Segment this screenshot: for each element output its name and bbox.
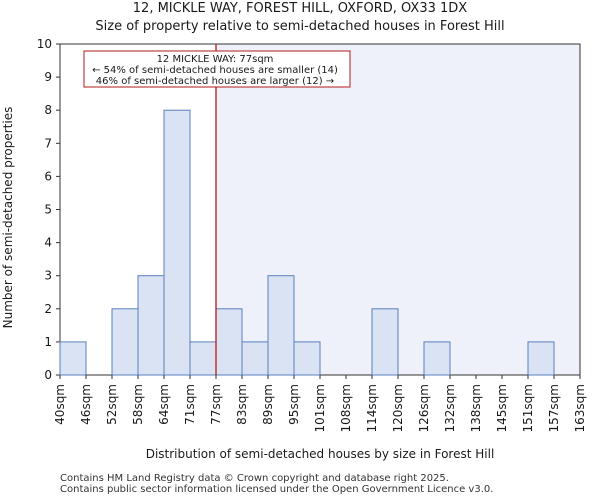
annotation-smaller: ← 54% of semi-detached houses are smalle… — [92, 65, 338, 76]
x-tick-label: 40sqm — [53, 384, 67, 425]
footer-copyright: Contains HM Land Registry data © Crown c… — [60, 473, 449, 484]
chart-title: 12, MICKLE WAY, FOREST HILL, OXFORD, OX3… — [132, 1, 468, 16]
histogram-bar — [137, 275, 165, 376]
histogram-bar — [111, 308, 139, 376]
y-tick-label: 0 — [44, 368, 52, 382]
histogram-bar — [267, 275, 295, 376]
x-tick-label: 108sqm — [339, 384, 353, 432]
histogram-bar — [215, 308, 243, 376]
x-tick-label: 163sqm — [573, 384, 587, 432]
x-tick-label: 83sqm — [235, 384, 249, 425]
x-axis-label: Distribution of semi-detached houses by … — [146, 447, 495, 461]
histogram-bar — [527, 341, 555, 376]
footer-licence: Contains public sector information licen… — [60, 484, 494, 495]
y-tick-label: 1 — [44, 335, 52, 349]
annotation-larger: 46% of semi-detached houses are larger (… — [96, 76, 334, 87]
y-tick-label: 7 — [44, 136, 52, 150]
y-tick-label: 2 — [44, 302, 52, 316]
x-tick-label: 126sqm — [417, 384, 431, 432]
histogram-bar — [59, 341, 87, 376]
chart-subtitle: Size of property relative to semi-detach… — [95, 19, 505, 34]
x-tick-label: 71sqm — [183, 384, 197, 425]
y-tick-label: 4 — [44, 236, 52, 250]
x-tick-label: 157sqm — [547, 384, 561, 432]
x-tick-label: 58sqm — [131, 384, 145, 425]
x-tick-label: 64sqm — [157, 384, 171, 425]
x-tick-label: 95sqm — [287, 384, 301, 425]
x-tick-label: 52sqm — [105, 384, 119, 425]
x-tick-label: 89sqm — [261, 384, 275, 425]
x-tick-label: 151sqm — [521, 384, 535, 432]
histogram-bar — [371, 308, 399, 376]
histogram-bar — [163, 109, 191, 376]
y-tick-label: 5 — [44, 203, 52, 217]
annotation-box — [83, 50, 351, 88]
x-tick-label: 132sqm — [443, 384, 457, 432]
y-tick-label: 10 — [37, 37, 52, 51]
x-tick-label: 145sqm — [495, 384, 509, 432]
y-tick-label: 8 — [44, 103, 52, 117]
y-axis-label: Number of semi-detached properties — [1, 107, 15, 329]
x-tick-label: 101sqm — [313, 384, 327, 432]
x-tick-label: 138sqm — [469, 384, 483, 432]
x-tick-label: 46sqm — [79, 384, 93, 425]
histogram-bar — [189, 341, 217, 376]
histogram-chart: 0 1 2 3 4 5 6 7 8 9 10 40sqm 46sqm 52sqm 58sqm 64sqm 71s… — [1, 37, 587, 461]
annotation-title: 12 MICKLE WAY: 77sqm — [157, 54, 274, 65]
x-tick-label: 114sqm — [365, 384, 379, 432]
y-tick-label: 9 — [44, 70, 52, 84]
histogram-bar — [241, 341, 269, 376]
y-tick-label: 6 — [44, 169, 52, 183]
histogram-bar — [423, 341, 451, 376]
histogram-bar — [293, 341, 321, 376]
y-tick-label: 3 — [44, 269, 52, 283]
x-tick-label: 77sqm — [209, 384, 223, 425]
x-tick-label: 120sqm — [391, 384, 405, 432]
